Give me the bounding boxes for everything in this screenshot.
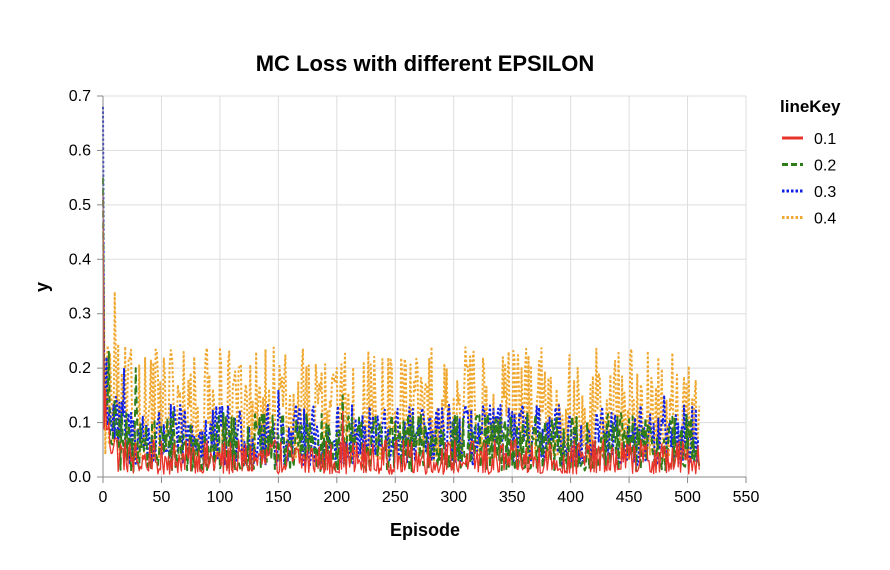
x-ticks: 0 50 100 150 200 250 300 350 400 450 500 550: [99, 477, 760, 506]
x-tick-label: 500: [674, 489, 701, 506]
x-tick-label: 250: [382, 489, 409, 506]
legend-label: 0.3: [814, 184, 836, 201]
y-tick-label: 0.3: [69, 306, 91, 323]
y-tick-label: 0.6: [69, 142, 91, 159]
legend-label: 0.1: [814, 131, 836, 148]
x-tick-label: 0: [99, 489, 108, 506]
axes: [102, 96, 746, 478]
legend-title: lineKey: [780, 97, 841, 116]
x-tick-label: 300: [440, 489, 467, 506]
legend-label: 0.2: [814, 158, 836, 175]
y-tick-label: 0.5: [69, 197, 91, 214]
x-tick-label: 150: [265, 489, 292, 506]
y-tick-label: 0.4: [69, 251, 91, 268]
y-ticks: 0.0 0.1 0.2 0.3 0.4 0.5 0.6 0.7: [69, 88, 103, 486]
y-tick-label: 0.1: [69, 415, 91, 432]
y-tick-label: 0.0: [69, 469, 91, 486]
x-tick-label: 400: [557, 489, 584, 506]
x-tick-label: 200: [323, 489, 350, 506]
y-axis-label: y: [32, 282, 52, 292]
x-tick-label: 450: [616, 489, 643, 506]
series-line-0-4: [102, 226, 701, 462]
y-tick-label: 0.2: [69, 360, 91, 377]
chart-title: MC Loss with different EPSILON: [256, 51, 595, 76]
series-line-0-3: [102, 106, 700, 468]
plot-lines: [102, 106, 701, 475]
legend: lineKey 0.1 0.2 0.3 0.4: [780, 97, 841, 228]
x-tick-label: 550: [733, 489, 760, 506]
x-axis-label: Episode: [390, 520, 460, 540]
series-line-0-1: [102, 193, 700, 475]
x-tick-label: 350: [499, 489, 526, 506]
legend-label: 0.4: [814, 211, 836, 228]
x-tick-label: 100: [207, 489, 234, 506]
x-tick-label: 50: [153, 489, 171, 506]
y-tick-label: 0.7: [69, 88, 91, 105]
